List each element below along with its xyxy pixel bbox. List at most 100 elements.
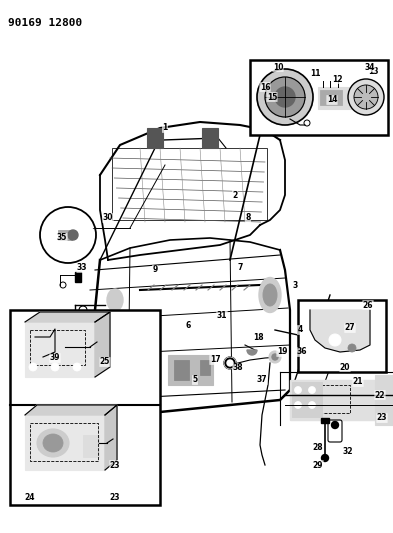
Text: 24: 24: [25, 494, 35, 503]
Text: 14: 14: [327, 95, 337, 104]
Text: 4: 4: [298, 326, 303, 335]
Text: 34: 34: [365, 62, 375, 71]
Bar: [202, 128, 218, 148]
Text: 5: 5: [193, 376, 198, 384]
Bar: [58, 230, 72, 240]
Bar: [112, 148, 267, 220]
Circle shape: [51, 363, 59, 371]
Polygon shape: [105, 405, 117, 470]
Circle shape: [257, 69, 313, 125]
Bar: [83, 435, 99, 457]
Circle shape: [321, 455, 329, 462]
Bar: [25, 322, 95, 377]
Text: 17: 17: [210, 356, 220, 365]
Bar: [290, 380, 375, 420]
Text: 30: 30: [103, 214, 113, 222]
Circle shape: [332, 422, 338, 429]
Text: 26: 26: [363, 301, 373, 310]
Text: 20: 20: [340, 362, 350, 372]
Circle shape: [348, 344, 356, 352]
Polygon shape: [25, 405, 117, 415]
Text: 39: 39: [50, 353, 60, 362]
Text: 1: 1: [162, 124, 168, 133]
Text: 22: 22: [375, 391, 385, 400]
Bar: [318, 87, 356, 109]
Ellipse shape: [263, 284, 277, 306]
Text: 2: 2: [232, 190, 238, 199]
Ellipse shape: [37, 429, 69, 457]
Ellipse shape: [259, 278, 281, 312]
Polygon shape: [25, 312, 110, 322]
Text: 13: 13: [368, 68, 378, 77]
Bar: [10, 310, 160, 505]
Text: 8: 8: [245, 214, 251, 222]
Ellipse shape: [43, 434, 63, 452]
Circle shape: [275, 87, 295, 107]
Text: 23: 23: [377, 414, 387, 423]
Bar: [30, 330, 85, 365]
Circle shape: [227, 360, 233, 366]
Circle shape: [68, 230, 78, 240]
Text: 12: 12: [332, 75, 342, 84]
Circle shape: [294, 401, 301, 408]
Text: 36: 36: [297, 348, 307, 357]
Circle shape: [329, 334, 341, 346]
Circle shape: [272, 354, 278, 360]
Text: 37: 37: [257, 376, 267, 384]
Text: 23: 23: [110, 461, 120, 470]
Text: 25: 25: [100, 358, 110, 367]
Text: 32: 32: [343, 448, 353, 456]
Bar: [375, 375, 393, 425]
Circle shape: [354, 85, 378, 109]
Text: 29: 29: [313, 461, 323, 470]
Circle shape: [73, 363, 81, 371]
Circle shape: [224, 357, 236, 369]
Text: 28: 28: [313, 443, 323, 453]
Polygon shape: [95, 312, 110, 377]
Bar: [30, 423, 98, 461]
Circle shape: [29, 363, 37, 371]
Bar: [250, 60, 388, 135]
Circle shape: [43, 210, 93, 260]
Text: 27: 27: [345, 324, 355, 333]
Text: 90169 12800: 90169 12800: [8, 18, 82, 28]
Circle shape: [348, 79, 384, 115]
Circle shape: [269, 351, 281, 363]
Text: 11: 11: [310, 69, 320, 77]
Circle shape: [309, 401, 316, 408]
Bar: [320, 90, 342, 105]
Polygon shape: [310, 310, 370, 352]
Circle shape: [294, 386, 301, 393]
Text: 23: 23: [110, 494, 120, 503]
Text: 15: 15: [267, 93, 277, 101]
Text: 6: 6: [185, 320, 191, 329]
Bar: [298, 300, 386, 372]
Text: 9: 9: [152, 265, 158, 274]
Text: 38: 38: [233, 364, 243, 373]
Ellipse shape: [107, 289, 123, 311]
Text: 18: 18: [253, 334, 263, 343]
Text: 7: 7: [237, 263, 243, 272]
Circle shape: [265, 77, 305, 117]
Text: 21: 21: [353, 377, 363, 386]
Bar: [168, 355, 213, 385]
Text: 3: 3: [292, 280, 298, 289]
Bar: [75, 272, 81, 282]
Bar: [147, 128, 163, 148]
Text: 16: 16: [260, 83, 270, 92]
Bar: [321, 418, 329, 423]
Bar: [295, 385, 350, 413]
Wedge shape: [247, 350, 257, 355]
Text: 31: 31: [217, 311, 227, 319]
Bar: [25, 415, 105, 470]
Bar: [298, 300, 386, 372]
Bar: [292, 382, 322, 417]
Text: 35: 35: [57, 233, 67, 243]
Text: 19: 19: [277, 348, 287, 357]
Text: 10: 10: [273, 62, 283, 71]
Bar: [250, 60, 388, 135]
Text: 33: 33: [77, 263, 87, 272]
Circle shape: [309, 386, 316, 393]
Bar: [200, 360, 210, 375]
Bar: [10, 310, 160, 505]
